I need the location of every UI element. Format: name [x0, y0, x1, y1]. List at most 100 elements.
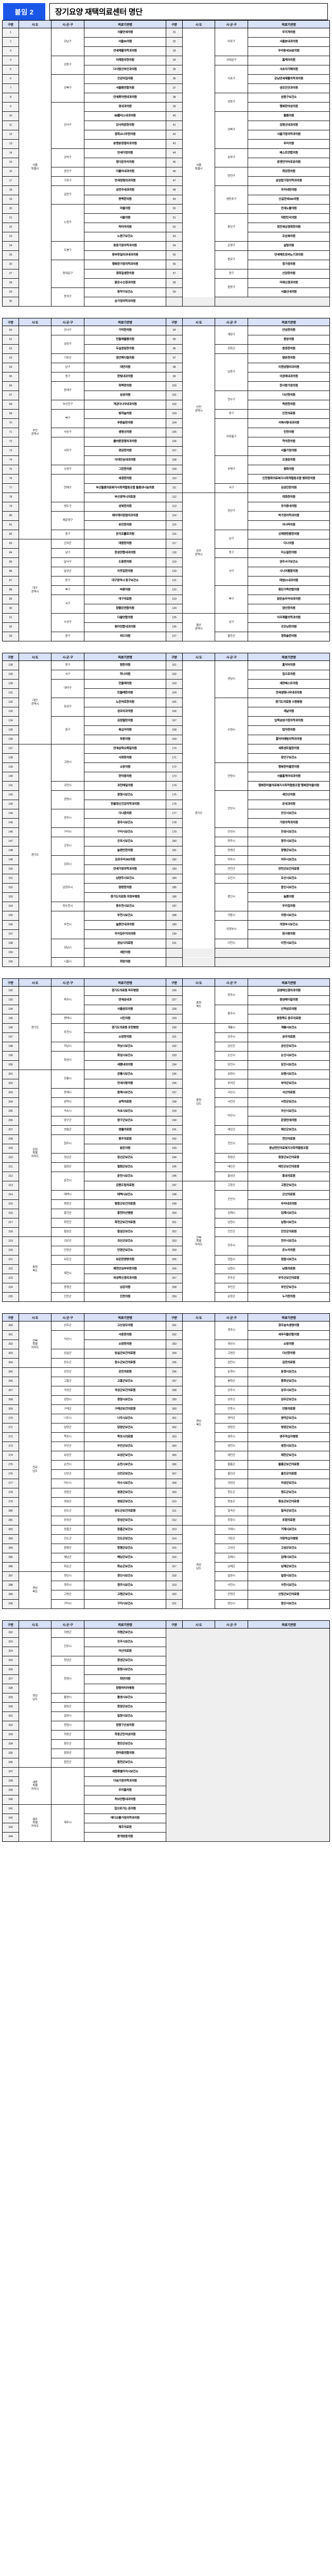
- facility-name-cell: 의정부시보건소: [248, 920, 330, 930]
- facility-name-cell: 집으로의원: [248, 670, 330, 680]
- column-header-no: 구분: [166, 1313, 183, 1321]
- sigungu-cell: 시흥시: [51, 957, 84, 967]
- facility-name-cell: 개금다나아내과의원: [84, 400, 166, 410]
- facility-name-cell: 거창적십자병원: [248, 1534, 330, 1544]
- table-row: 196 포천시 경기도의료원 포천병원 230 충청 남도 계룡시 계룡시보건소: [2, 1023, 330, 1181]
- facility-name-cell: 에이케이정형외과의원: [84, 511, 166, 521]
- facility-name-cell: 여수시보건소: [84, 1479, 166, 1488]
- row-index-cell: 8: [2, 93, 19, 103]
- row-index-cell: 203: [2, 1088, 19, 1098]
- sido-cell: 서울 특별시: [19, 28, 51, 307]
- row-index-cell: 168: [166, 725, 183, 735]
- facility-name-cell: 소망의원: [248, 1340, 330, 1349]
- facility-name-cell: 태안군보건의료원: [248, 1162, 330, 1172]
- facility-name-cell: 청도군보건소: [248, 1488, 330, 1498]
- row-index-cell: 291: [166, 1321, 183, 1331]
- facility-name-cell: 민들레돌봄의원: [84, 335, 166, 345]
- sigungu-cell: 해운대구: [51, 511, 84, 530]
- table-row: 270 나주시 나주시보건소 301 영덕군 영덕군보건소: [2, 1414, 330, 1423]
- row-index-cell: 118: [166, 548, 183, 558]
- table-row: 288 경주시 경주시보건소 319 사천시 사천시보건소: [2, 1581, 330, 1590]
- sigungu-cell: 평창군: [51, 1199, 84, 1209]
- column-header-sgg: 시·군·구: [51, 20, 84, 28]
- sigungu-cell: 부평구: [215, 455, 248, 484]
- facility-name-cell: 다나음의원: [84, 809, 166, 819]
- row-index-cell: 334: [2, 1739, 19, 1749]
- row-index-cell: 342: [2, 1814, 19, 1823]
- facility-name-cell: 편백한의원: [84, 195, 166, 205]
- row-index-cell: 235: [166, 1070, 183, 1079]
- row-index-cell: 255: [166, 1255, 183, 1265]
- facility-name-cell: 소망의원: [84, 762, 166, 772]
- facility-name-cell: 바른의원: [84, 585, 166, 595]
- row-index-cell: 298: [166, 1386, 183, 1396]
- table-row: 30 송가정의학과의원: [2, 297, 330, 307]
- facility-name-cell: 봉화군보건소: [248, 1377, 330, 1386]
- facility-name-cell: 오산시보건소: [248, 874, 330, 884]
- facility-table: 구분 시·도 시·군·구 의료기관명 구분 시·도 시·군·구 의료기관명 60 부산 광역시 강서…: [2, 318, 330, 641]
- row-index-cell: 331: [2, 1711, 19, 1721]
- facility-name-cell: 여주시보건소: [248, 855, 330, 865]
- table-row: 87 동구 대구광역시 동구보건소 121 태영21내과의원: [2, 576, 330, 586]
- facility-name-cell: 노은바로한의원: [84, 698, 166, 707]
- table-row: 271 담양군 담양군보건소 302 영양군 영양군보건소: [2, 1423, 330, 1433]
- row-index-cell: 25: [2, 250, 19, 260]
- empty-filler-cell: [166, 948, 330, 958]
- row-index-cell: 270: [2, 1414, 19, 1423]
- facility-name-cell: 연세재활의학과의원: [84, 46, 166, 56]
- sigungu-cell: 안양시: [215, 762, 248, 791]
- facility-name-cell: 산청군보건의료원: [248, 1590, 330, 1600]
- table-row: 272 목포시 목포시의료원 303 영주시 영주적십자병원: [2, 1432, 330, 1442]
- sigungu-cell: 강동구: [51, 56, 84, 75]
- facility-name-cell: 맑은수신경과의원: [84, 278, 166, 288]
- column-header-sido: 시·도: [19, 978, 51, 987]
- sigungu-cell: 연수구: [215, 391, 248, 410]
- row-index-cell: 112: [166, 493, 183, 502]
- facility-name-cell: 원주의료원: [84, 1134, 166, 1144]
- facility-name-cell: 경산시보건소: [84, 1571, 166, 1581]
- row-index-cell: 232: [166, 1042, 183, 1052]
- sigungu-cell: 청도군: [215, 1488, 248, 1498]
- sigungu-cell: 강북구: [51, 74, 84, 103]
- facility-name-cell: 인천평화의료복지사회적협동조합 평화한의원: [248, 474, 330, 484]
- table-row: 8 연세류마앤내과의원 38 성동구 성동구보건소: [2, 93, 330, 112]
- sido-cell: 충청 북도: [19, 1236, 51, 1302]
- table-row: 72 사하구 올바른정형외과의원 106 학익한의원: [2, 437, 330, 465]
- row-index-cell: 199: [2, 1051, 19, 1061]
- facility-name-cell: 완도군보건의료원: [84, 1506, 166, 1516]
- column-header-sgg: 시·군·구: [215, 1313, 248, 1321]
- facility-name-cell: 행복한가정의학과의원: [84, 260, 166, 269]
- sigungu-cell: 기장군: [51, 353, 84, 363]
- facility-name-cell: 연세송내과: [84, 995, 166, 1005]
- sigungu-cell: 함양군: [51, 1749, 84, 1758]
- sigungu-cell: 정선군: [51, 1153, 84, 1163]
- facility-name-cell: 서울36의원: [84, 37, 166, 47]
- row-index-cell: 284: [2, 1544, 19, 1553]
- row-index-cell: 69: [2, 409, 19, 419]
- row-index-cell: 32: [166, 37, 183, 47]
- sido-cell: 경기도: [19, 986, 51, 1070]
- table-row: 157 우리집주치의의원 190 참사랑의원: [2, 929, 330, 939]
- sigungu-cell: 과천시: [51, 781, 84, 791]
- row-index-cell: 208: [2, 1134, 19, 1144]
- facility-name-cell: 경기도의료원 의정부병원: [84, 892, 166, 902]
- sigungu-cell: 서산시: [215, 1088, 248, 1098]
- table-row: 203 동해시 동해시보건소 237 서산시 서산의료원: [2, 1088, 330, 1098]
- facility-name-cell: 아산시보건소: [248, 1107, 330, 1116]
- column-header-sgg: 시·군·구: [215, 1620, 248, 1629]
- facility-name-cell: 영천시보건소: [248, 1442, 330, 1451]
- row-index-cell: 128: [2, 660, 19, 670]
- row-index-cell: 92: [2, 622, 19, 632]
- facility-name-cell: 정담한의원: [84, 446, 166, 456]
- row-index-cell: 341: [2, 1804, 19, 1814]
- facility-name-cell: 탑자한의원: [248, 725, 330, 735]
- row-index-cell: 28: [2, 278, 19, 288]
- facility-name-cell: 무주군보건의료원: [248, 1274, 330, 1283]
- row-index-cell: 15: [2, 158, 19, 167]
- facility-name-cell: 보성군보건소: [84, 1451, 166, 1461]
- sigungu-cell: 장성군: [51, 1516, 84, 1526]
- facility-name-cell: 청송군보건의료원: [248, 1497, 330, 1507]
- sido-cell: 대전 광역시: [19, 660, 51, 744]
- row-index-cell: 87: [2, 576, 19, 586]
- row-index-cell: 339: [2, 1786, 19, 1795]
